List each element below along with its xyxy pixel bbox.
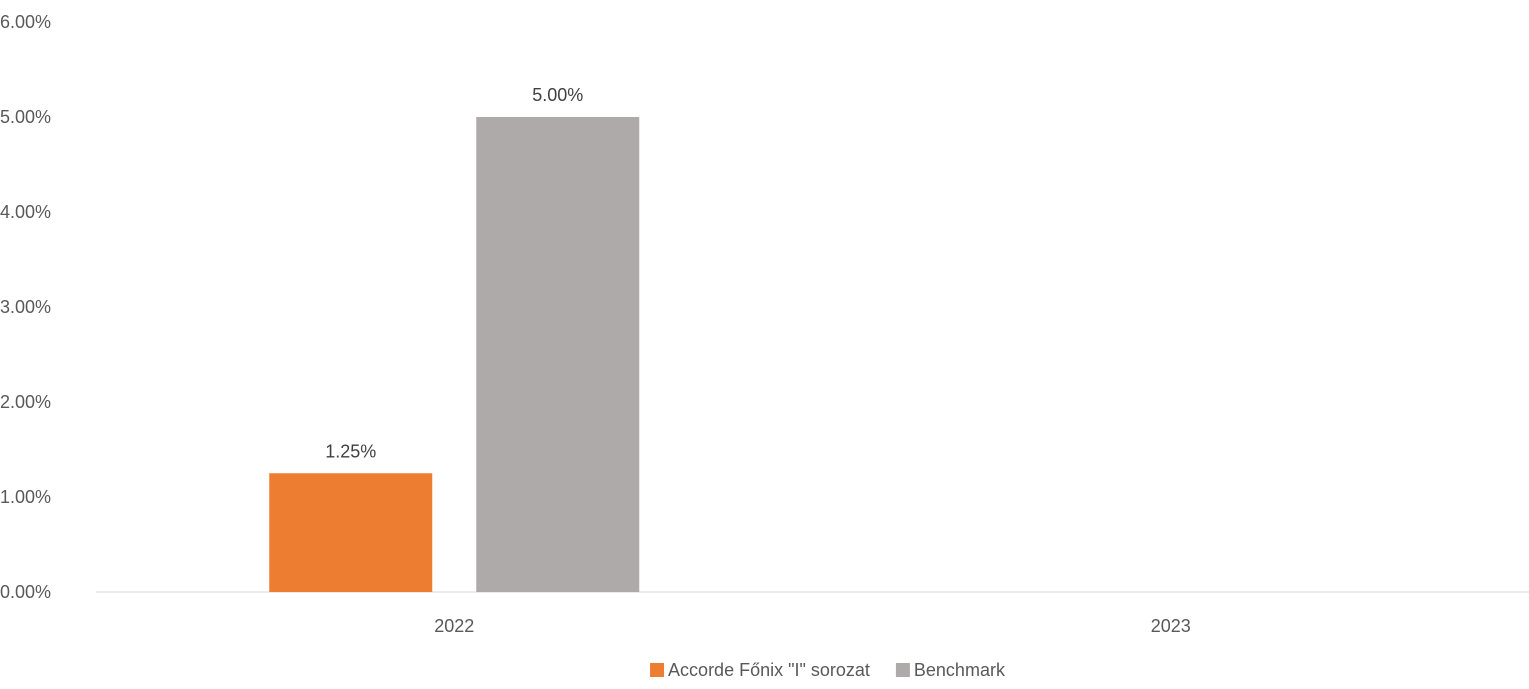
y-axis-ticks: 0.00% 1.00% 2.00% 3.00% 4.00% 5.00% 6.00% xyxy=(0,12,51,602)
y-tick-label: 4.00% xyxy=(0,202,51,222)
y-tick-label: 6.00% xyxy=(0,12,51,32)
legend: Accorde Főnix "I" sorozat Benchmark xyxy=(650,660,1006,680)
y-tick-label: 5.00% xyxy=(0,107,51,127)
legend-swatch xyxy=(895,663,910,677)
x-tick-label: 2022 xyxy=(434,616,474,636)
y-tick-label: 1.00% xyxy=(0,487,51,507)
legend-label: Benchmark xyxy=(914,660,1006,680)
legend-swatch xyxy=(650,663,665,677)
y-tick-label: 3.00% xyxy=(0,297,51,317)
y-tick-label: 2.00% xyxy=(0,392,51,412)
bar-fund-2022 xyxy=(269,473,433,592)
legend-item-fund: Accorde Főnix "I" sorozat xyxy=(650,660,870,680)
bars-group xyxy=(269,117,640,592)
legend-item-benchmark: Benchmark xyxy=(895,660,1006,680)
y-tick-label: 0.00% xyxy=(0,582,51,602)
data-label: 5.00% xyxy=(532,85,583,105)
data-labels-group: 1.25% 5.00% xyxy=(325,85,583,461)
x-axis-ticks: 2022 2023 xyxy=(434,616,1191,636)
bar-benchmark-2022 xyxy=(476,117,640,592)
data-label: 1.25% xyxy=(325,441,376,461)
legend-label: Accorde Főnix "I" sorozat xyxy=(668,660,870,680)
x-tick-label: 2023 xyxy=(1151,616,1191,636)
